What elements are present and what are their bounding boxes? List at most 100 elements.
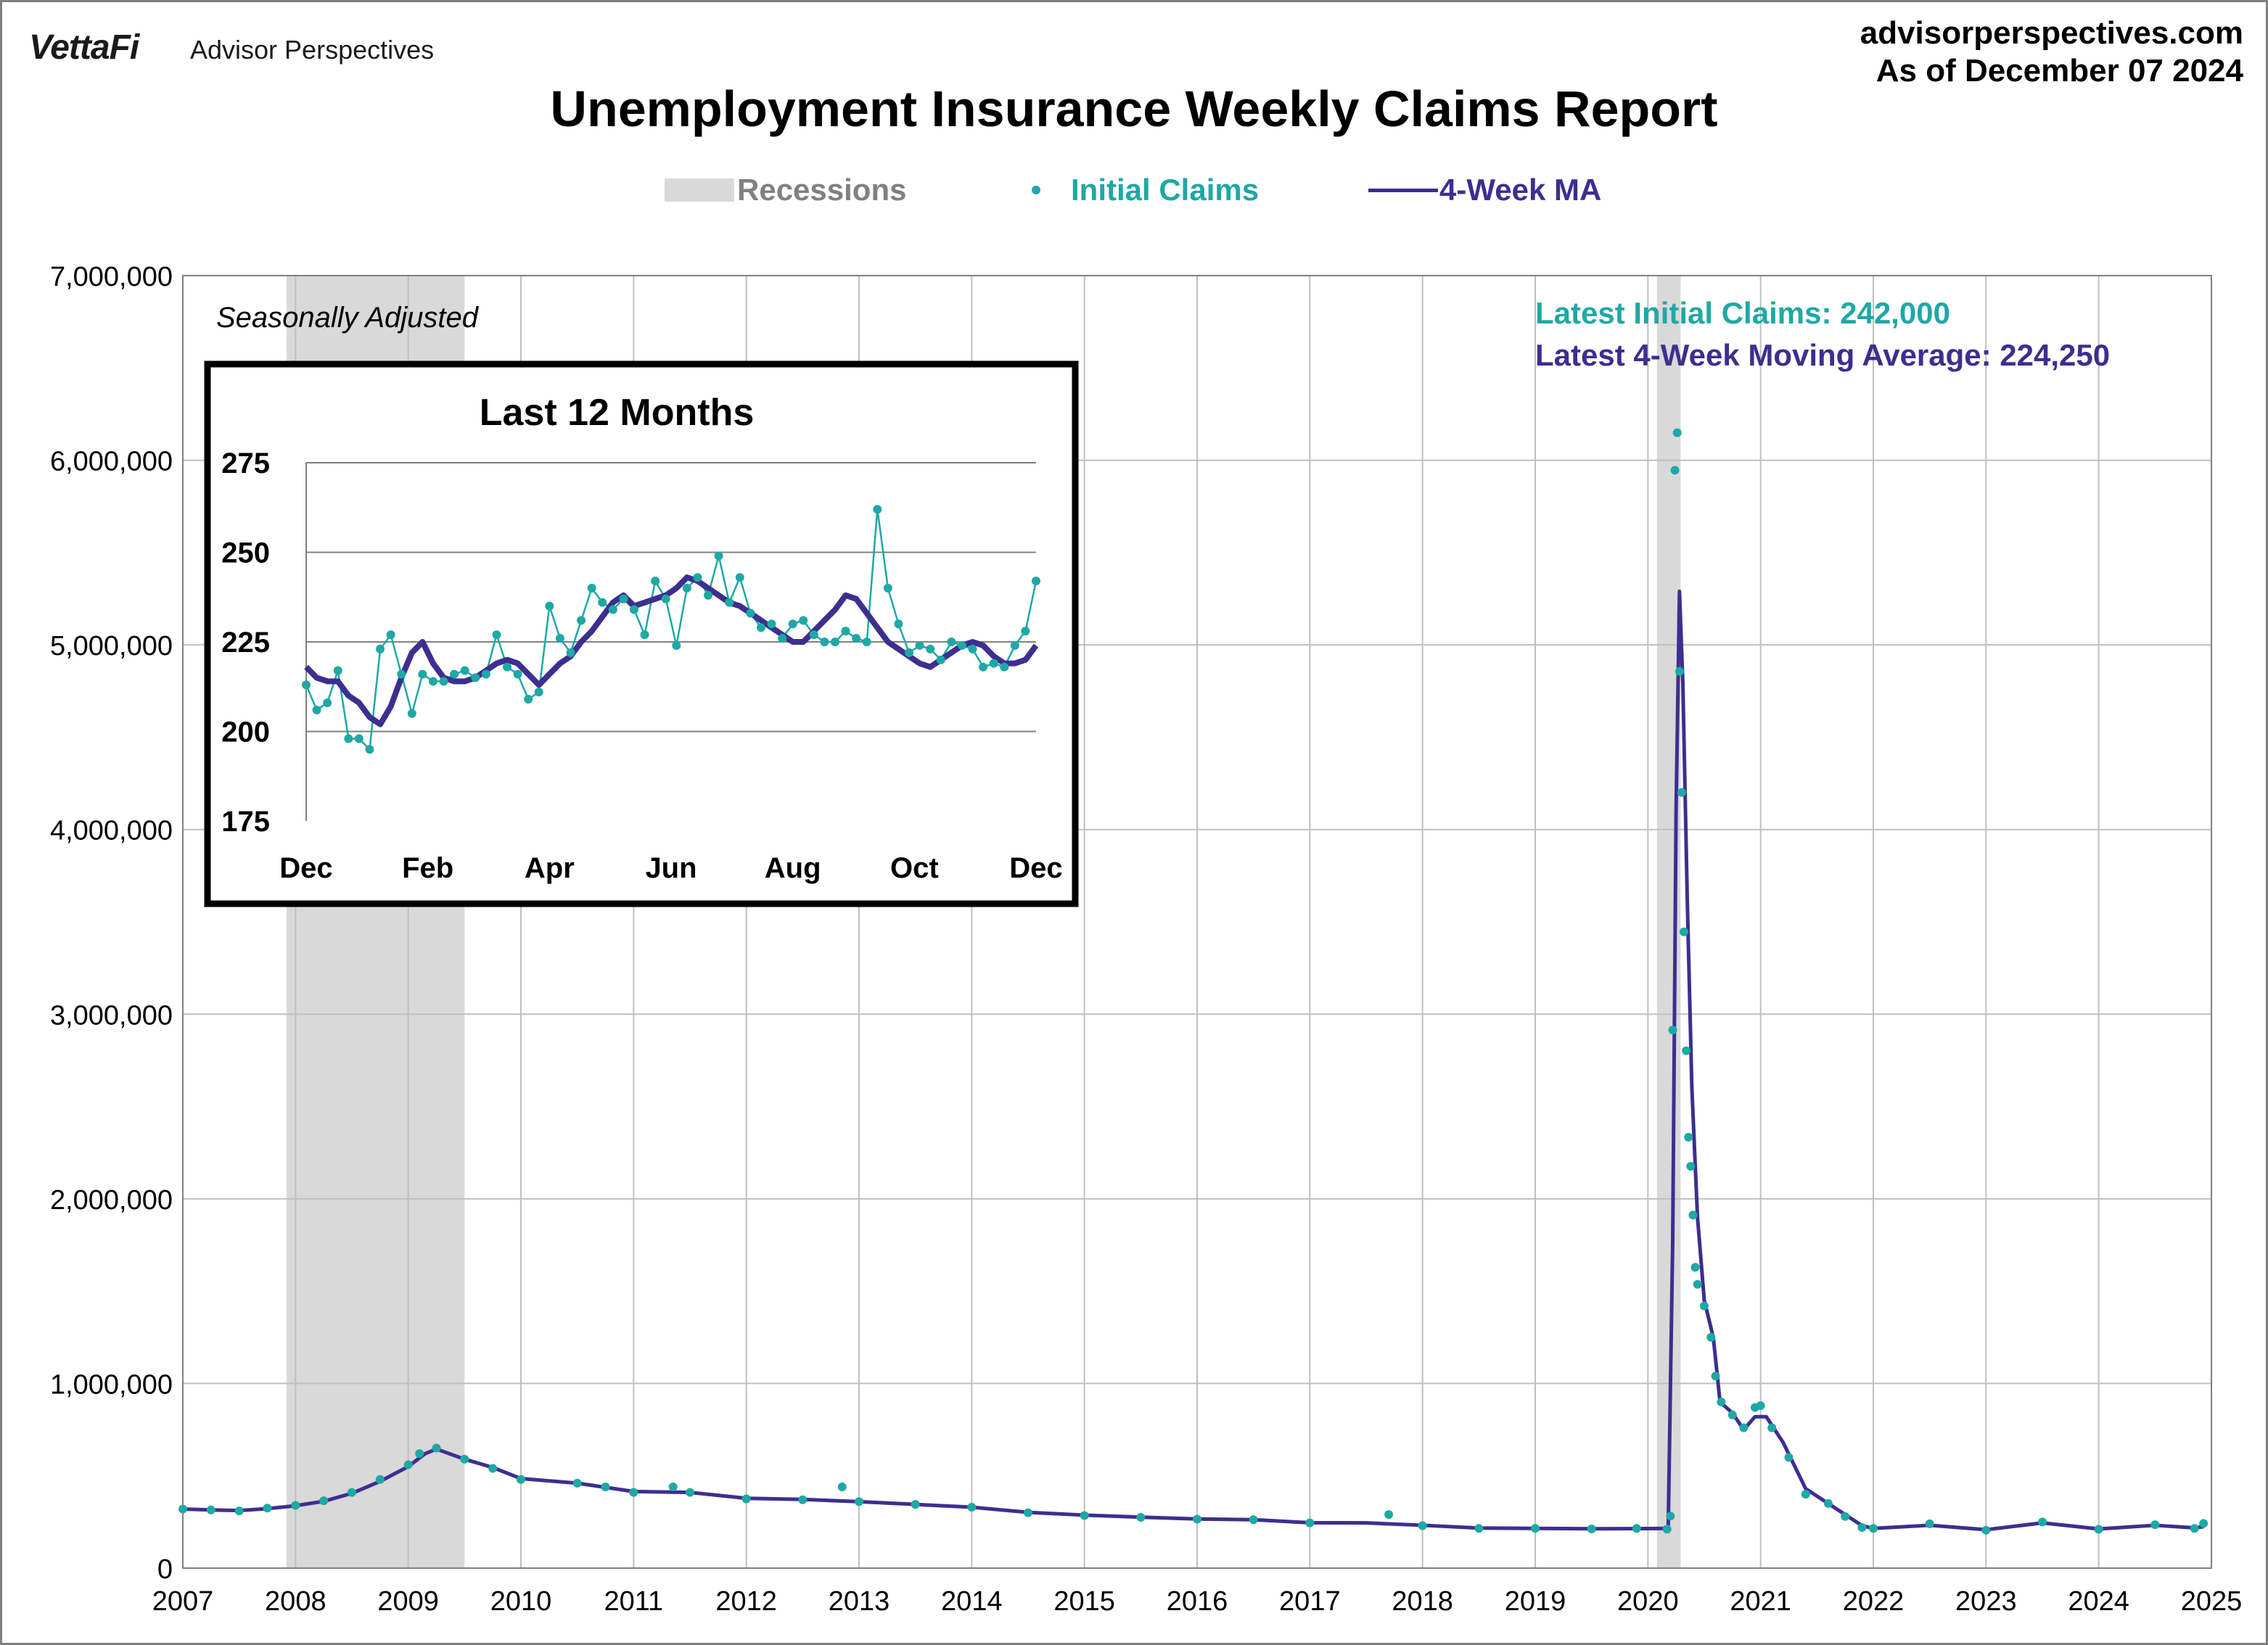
inset-claims-line <box>305 509 1038 751</box>
claims-point <box>1700 1301 1709 1311</box>
x-tick-label: 2012 <box>715 1586 777 1617</box>
y-tick-label: 6,000,000 <box>50 447 173 477</box>
claims-point <box>1136 1512 1146 1522</box>
chart-title: Unemployment Insurance Weekly Claims Rep… <box>550 81 1718 137</box>
inset-claims-point <box>661 594 670 603</box>
claims-point <box>2038 1517 2047 1527</box>
claims-point <box>686 1488 694 1497</box>
inset-claims-point <box>640 630 649 640</box>
claims-point <box>1756 1401 1765 1410</box>
claims-point <box>178 1504 187 1514</box>
claims-point <box>2094 1525 2103 1534</box>
claims-point <box>1677 788 1686 797</box>
inset-y-tick-label: 175 <box>221 806 270 838</box>
claims-point <box>572 1478 582 1488</box>
y-tick-label: 3,000,000 <box>50 1000 173 1031</box>
claims-point <box>488 1464 498 1473</box>
inset-claims-point <box>746 609 755 618</box>
claims-point <box>1801 1490 1810 1499</box>
inset-claims-point <box>778 634 787 643</box>
inset-claims-point <box>566 648 575 657</box>
inset-claims-point <box>852 634 861 643</box>
inset-claims-point <box>428 677 437 686</box>
x-tick-label: 2022 <box>1843 1586 1905 1617</box>
claims-marker-swatch <box>1032 186 1040 194</box>
inset-claims-point <box>841 627 850 636</box>
inset-claims-point <box>979 662 988 672</box>
inset-x-tick-label: Aug <box>765 852 821 884</box>
claims-point <box>432 1443 441 1453</box>
inset-claims-point <box>619 594 628 603</box>
x-tick-label: 2011 <box>604 1586 663 1617</box>
claims-point <box>291 1501 300 1510</box>
inset-claims-point <box>407 709 416 718</box>
inset-claims-point <box>936 655 945 664</box>
claims-point <box>629 1488 638 1497</box>
inset-x-tick-label: Oct <box>890 852 939 884</box>
claims-point <box>206 1505 215 1514</box>
inset-claims-point <box>513 669 522 679</box>
inset-claims-point <box>873 505 882 514</box>
inset-x-tick-label: Dec <box>279 852 332 884</box>
inset-claims-point <box>693 573 702 582</box>
claims-point <box>375 1475 385 1484</box>
y-tick-label: 0 <box>157 1554 173 1585</box>
claims-point <box>741 1494 751 1504</box>
claims-point <box>601 1482 610 1491</box>
claims-point <box>1841 1512 1850 1521</box>
claims-point <box>2199 1519 2209 1528</box>
claims-point <box>1670 466 1680 475</box>
inset-claims-point <box>439 677 448 686</box>
inset-claims-point <box>809 630 818 640</box>
claims-point <box>1869 1524 1878 1533</box>
inset-claims-point <box>376 644 385 654</box>
inset-claims-point <box>725 598 734 607</box>
inset-claims-point <box>397 669 406 679</box>
claims-point <box>1668 1026 1677 1035</box>
plot-border <box>182 275 2212 1569</box>
claims-point <box>1662 1525 1672 1534</box>
claims-point <box>1024 1508 1032 1517</box>
inset-claims-point <box>968 644 977 654</box>
latest-ma-annotation: Latest 4-Week Moving Average: 224,250 <box>1535 338 2111 372</box>
claims-point <box>1706 1332 1716 1342</box>
claims-point <box>1675 667 1684 676</box>
inset-x-tick-label: Jun <box>645 852 697 884</box>
inset-claims-point <box>524 695 533 704</box>
inset-claims-point <box>503 662 512 672</box>
inset-claims-point <box>365 745 374 754</box>
claims-point <box>837 1482 847 1491</box>
inset-claims-point <box>481 669 490 679</box>
x-tick-label: 2021 <box>1730 1586 1791 1617</box>
claims-point <box>911 1500 920 1509</box>
claims-point <box>1767 1423 1777 1432</box>
inset-claims-point <box>629 605 638 614</box>
inset-claims-point <box>820 638 829 646</box>
inset-claims-point <box>989 659 998 668</box>
claims-point <box>798 1495 808 1504</box>
brand-subtitle: Advisor Perspectives <box>190 35 435 65</box>
inset-claims-point <box>830 638 839 646</box>
inset-claims-point <box>947 638 956 646</box>
inset-claims-point <box>471 673 480 683</box>
inset-claims-point <box>894 619 903 629</box>
inset-y-tick-label: 250 <box>221 537 270 569</box>
inset-claims-point <box>926 644 935 654</box>
claims-point <box>234 1506 244 1516</box>
inset-claims-point <box>608 605 617 614</box>
claims-point <box>1688 1211 1698 1220</box>
inset-claims-point <box>302 680 311 690</box>
claims-point <box>1305 1518 1315 1528</box>
claims-point <box>1739 1423 1749 1432</box>
inset-claims-point <box>460 666 469 675</box>
claims-point <box>1925 1519 1934 1528</box>
inset-claims-point <box>672 640 681 650</box>
inset-claims-point <box>767 619 776 629</box>
claims-point <box>348 1488 356 1497</box>
claims-point <box>1684 1132 1693 1142</box>
inset-claims-point <box>312 705 321 714</box>
claims-point <box>1711 1372 1720 1381</box>
claims-point <box>1981 1525 1991 1535</box>
claims-point <box>2150 1520 2160 1530</box>
